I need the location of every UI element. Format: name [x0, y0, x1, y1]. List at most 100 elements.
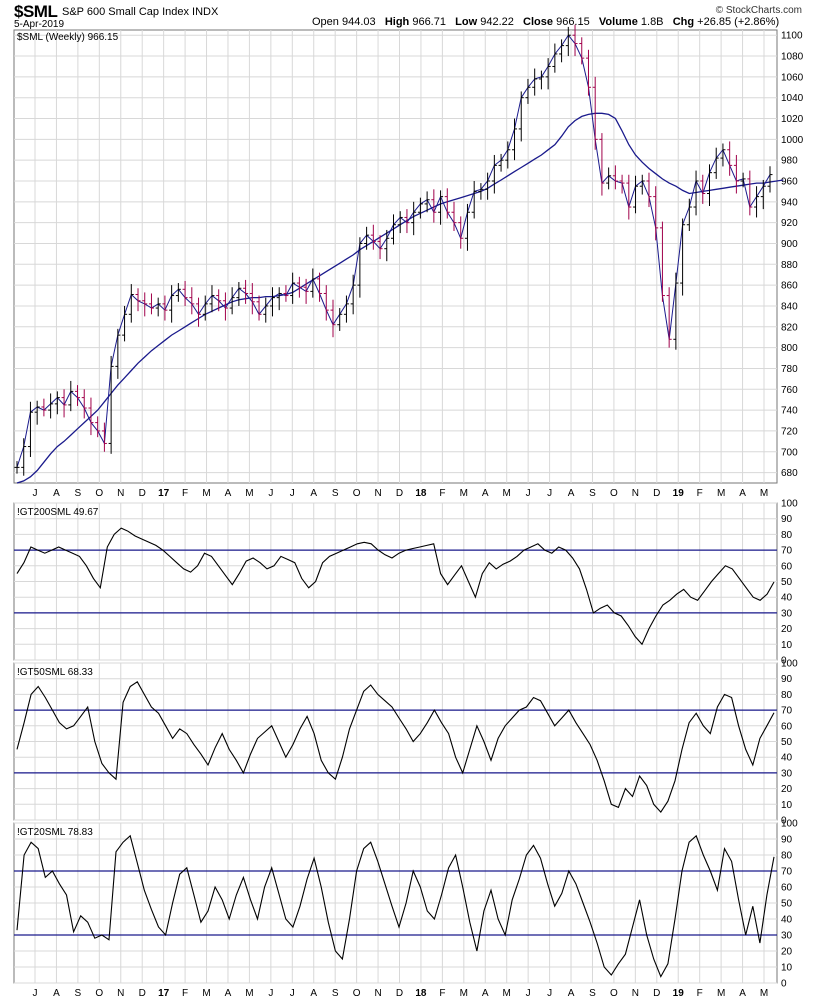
y-tick-label: 1040	[781, 93, 804, 104]
x-tick-label: D	[396, 988, 403, 999]
chg-value: +26.85 (+2.86%)	[697, 16, 780, 28]
price-bar	[310, 268, 316, 298]
y-tick-label: 30	[781, 608, 793, 619]
y-tick-label: 60	[781, 721, 793, 732]
price-bar	[391, 214, 396, 245]
y-tick-label: 860	[781, 281, 798, 292]
x-tick-label: N	[632, 488, 639, 499]
exchange-text: INDX	[192, 6, 219, 18]
price-bar	[592, 76, 598, 150]
y-tick-label: 70	[781, 867, 793, 878]
price-bar	[21, 438, 27, 476]
price-bar	[357, 237, 363, 298]
price-bar	[727, 141, 733, 176]
x-tick-label: M	[760, 488, 768, 499]
price-bar	[485, 172, 491, 200]
description-text: S&P 600 Small Cap Index	[62, 6, 189, 18]
price-bar	[498, 153, 504, 172]
open-label: Open	[312, 16, 339, 28]
panel-2: 0 10 20 30 40 50 60 70 80 90 100 !GT50SML 68.33	[13, 659, 798, 827]
x-tick-label: M	[202, 488, 210, 499]
price-bar	[75, 385, 81, 406]
y-tick-label: 30	[781, 768, 793, 779]
price-bar	[162, 295, 168, 321]
indicator-line	[16, 527, 775, 646]
x-tick-label: D	[396, 488, 403, 499]
price-bar	[700, 174, 706, 204]
price-bar	[404, 209, 410, 234]
price-bar	[713, 147, 719, 179]
y-tick-label: 900	[781, 239, 798, 250]
price-bar	[276, 287, 282, 311]
y-tick-label: 30	[781, 931, 793, 942]
indicator-line	[16, 681, 775, 813]
price-bar	[384, 229, 390, 262]
panel-3: 0 10 20 30 40 50 60 70 80 90 100 !GT20SML 78.83 J A S O…	[13, 819, 798, 999]
y-tick-label: 70	[781, 706, 793, 717]
x-tick-label: S	[332, 988, 339, 999]
y-tick-label: 10	[781, 640, 793, 651]
y-tick-label: 10	[781, 800, 793, 811]
x-tick-label: O	[95, 988, 103, 999]
y-tick-label: 940	[781, 197, 798, 208]
price-bar	[505, 141, 511, 169]
x-tick-label: J	[526, 988, 531, 999]
close-label: Close	[523, 16, 554, 28]
price-bar	[175, 283, 181, 302]
price-bar	[397, 211, 403, 234]
y-tick-label: 840	[781, 301, 798, 312]
y-tick-label: 40	[781, 593, 793, 604]
price-bar	[606, 167, 612, 190]
x-tick-label: D	[653, 488, 660, 499]
x-tick-label: D	[139, 988, 146, 999]
y-tick-label: 800	[781, 343, 798, 354]
x-tick-label: M	[717, 988, 725, 999]
price-bar	[196, 297, 202, 327]
price-bar	[135, 288, 141, 312]
price-bar	[216, 289, 222, 312]
panel-legend: !GT20SML 78.83	[17, 827, 93, 838]
price-bar	[68, 380, 74, 412]
x-tick-label: F	[439, 488, 445, 499]
price-bar	[565, 26, 571, 57]
credit-text: © StockCharts.com	[715, 5, 802, 16]
y-tick-label: 1020	[781, 114, 804, 125]
x-tick-label: S	[332, 488, 339, 499]
price-bar	[424, 191, 430, 213]
y-tick-label: 1100	[781, 31, 803, 42]
y-tick-label: 760	[781, 385, 798, 396]
price-bar	[182, 280, 188, 306]
y-tick-label: 1080	[781, 52, 804, 63]
x-tick-label: M	[760, 988, 768, 999]
high-label: High	[384, 16, 410, 28]
x-tick-label: M	[245, 988, 253, 999]
x-tick-label: A	[739, 488, 746, 499]
y-tick-label: 90	[781, 514, 793, 525]
x-tick-label: J	[33, 488, 38, 499]
panel-legend: $SML (Weekly) 966.15	[17, 32, 119, 43]
y-tick-label: 780	[781, 364, 798, 375]
x-tick-label: N	[632, 988, 639, 999]
panel-legend: !GT50SML 68.33	[17, 667, 93, 678]
close-value: 966.15	[556, 16, 590, 28]
ohlc-readout: Open 944.03 High 966.71 Low 942.22 Close…	[312, 16, 779, 28]
y-tick-label: 80	[781, 530, 793, 541]
y-tick-label: 100	[781, 499, 798, 510]
y-tick-label: 80	[781, 851, 793, 862]
price-bar	[612, 165, 618, 190]
x-tick-label: D	[653, 988, 660, 999]
low-label: Low	[455, 16, 478, 28]
x-tick-label: O	[353, 988, 361, 999]
price-bar	[599, 133, 605, 196]
indicator-line	[16, 834, 775, 978]
x-tick-label: 17	[158, 988, 170, 999]
price-bar	[61, 389, 67, 418]
y-tick-label: 820	[781, 322, 798, 333]
x-tick-label: S	[589, 488, 596, 499]
price-bar	[236, 282, 242, 306]
y-tick-label: 980	[781, 156, 798, 167]
y-tick-label: 50	[781, 899, 793, 910]
price-bar	[290, 272, 296, 304]
y-tick-label: 20	[781, 624, 793, 635]
y-tick-label: 680	[781, 468, 798, 479]
